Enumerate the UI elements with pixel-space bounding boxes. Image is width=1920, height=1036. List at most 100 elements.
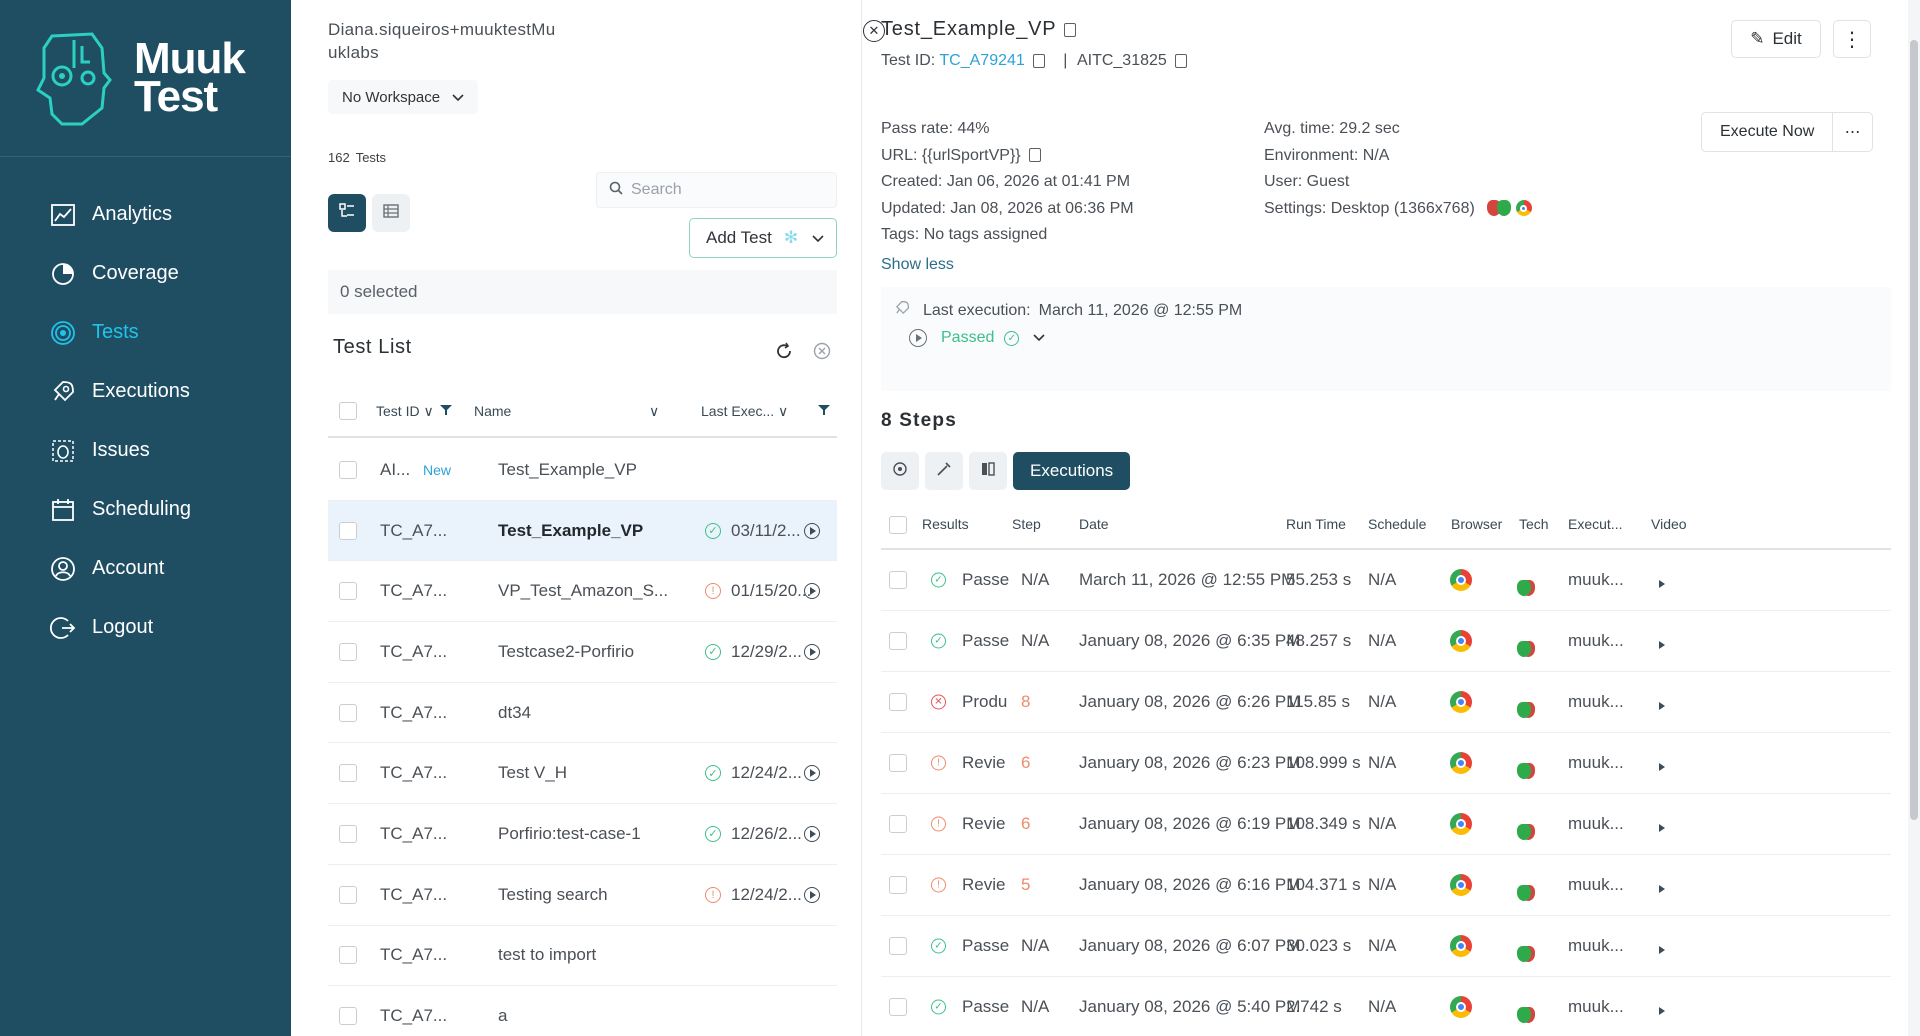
sidebar-item-analytics[interactable]: Analytics — [0, 185, 291, 244]
tab-edit-steps[interactable] — [925, 452, 963, 490]
copy-icon[interactable] — [1032, 53, 1045, 68]
col-executor[interactable]: Execut... — [1568, 516, 1623, 532]
row-checkbox[interactable] — [339, 885, 357, 904]
clear-filters-icon[interactable] — [813, 342, 831, 365]
row-checkbox[interactable] — [889, 815, 907, 833]
list-item[interactable]: TC_A7... dt34 — [328, 683, 837, 744]
list-item[interactable]: TC_A7... VP_Test_Amazon_S... ! 01/15/20.… — [328, 561, 837, 623]
play-icon[interactable] — [804, 522, 820, 539]
more-horizontal-icon[interactable]: ⋯ — [1844, 124, 1861, 141]
result-text: Passe — [962, 997, 1010, 1016]
table-row[interactable]: ! Revie 6 January 08, 2026 @ 6:19 PM 108… — [881, 794, 1891, 855]
row-checkbox[interactable] — [339, 703, 357, 722]
sidebar-item-account[interactable]: Account — [0, 539, 291, 598]
sidebar-item-tests[interactable]: Tests — [0, 303, 291, 362]
table-row[interactable]: ✓ Passe N/A January 08, 2026 @ 6:35 PM 4… — [881, 611, 1891, 672]
row-checkbox[interactable] — [339, 521, 357, 540]
table-row[interactable]: ! Revie 5 January 08, 2026 @ 6:16 PM 104… — [881, 855, 1891, 916]
filter-icon[interactable] — [440, 403, 452, 419]
table-row[interactable]: ✓ Passe N/A January 08, 2026 @ 5:40 PM 2… — [881, 977, 1891, 1036]
search-input[interactable]: Search — [596, 172, 837, 208]
play-icon[interactable] — [804, 583, 820, 600]
workspace-dropdown[interactable]: No Workspace — [328, 80, 479, 114]
list-item[interactable]: TC_A7... Test V_H ✓ 12/24/2... — [328, 743, 837, 805]
col-run-time[interactable]: Run Time — [1286, 516, 1346, 532]
execute-now-button[interactable]: Execute Now ⋯ — [1701, 112, 1873, 152]
row-checkbox[interactable] — [339, 946, 357, 965]
row-checkbox[interactable] — [339, 1007, 357, 1026]
card-view-button[interactable] — [328, 194, 366, 232]
brand-wordmark[interactable]: Muuk Test — [134, 37, 246, 119]
refresh-icon[interactable] — [775, 342, 793, 365]
more-options-button[interactable]: ⋮ — [1833, 20, 1871, 58]
row-checkbox[interactable] — [339, 824, 357, 843]
col-schedule[interactable]: Schedule — [1368, 516, 1427, 532]
col-browser[interactable]: Browser — [1451, 516, 1503, 532]
scrollbar-thumb[interactable] — [1910, 40, 1918, 820]
row-checkbox[interactable] — [889, 754, 907, 772]
col-step[interactable]: Step — [1012, 516, 1041, 532]
list-item[interactable]: TC_A7... Test_Example_VP ✓ 03/11/2... — [328, 500, 837, 562]
list-item[interactable]: TC_A7... Testing search ! 12/24/2... — [328, 865, 837, 926]
add-test-button[interactable]: Add Test ✻ — [689, 218, 837, 258]
table-row[interactable]: ✓ Passe N/A March 11, 2026 @ 12:55 PM 55… — [881, 550, 1891, 611]
last-execution-status[interactable]: Passed ✓ — [909, 329, 1045, 347]
sidebar-item-scheduling[interactable]: Scheduling — [0, 480, 291, 539]
row-checkbox[interactable] — [889, 632, 907, 650]
row-checkbox[interactable] — [889, 876, 907, 894]
table-row[interactable]: ✓ Passe N/A January 08, 2026 @ 6:07 PM 3… — [881, 916, 1891, 977]
table-view-button[interactable] — [372, 194, 410, 232]
list-item[interactable]: TC_A7... Testcase2-Porfirio ✓ 12/29/2... — [328, 622, 837, 683]
copy-icon[interactable] — [1064, 22, 1077, 37]
row-checkbox[interactable] — [339, 764, 357, 783]
tab-executions[interactable]: Executions — [1013, 452, 1131, 490]
play-icon[interactable] — [804, 825, 820, 842]
list-item[interactable]: TC_A7... test to import — [328, 926, 837, 987]
copy-icon[interactable] — [1174, 53, 1187, 68]
col-video[interactable]: Video — [1651, 516, 1687, 532]
sidebar-item-issues[interactable]: Issues — [0, 421, 291, 480]
sidebar-item-logout[interactable]: Logout — [0, 598, 291, 657]
select-all-checkbox[interactable] — [339, 402, 357, 420]
analytics-icon — [48, 200, 78, 230]
play-icon[interactable] — [804, 765, 820, 782]
row-checkbox[interactable] — [339, 582, 357, 601]
play-icon[interactable] — [804, 643, 820, 660]
col-last-exec[interactable]: Last Exec... ∨ — [701, 403, 788, 420]
table-row[interactable]: ✕ Produ 8 January 08, 2026 @ 6:26 PM 115… — [881, 672, 1891, 733]
col-name[interactable]: Name — [474, 403, 511, 419]
show-less-link[interactable]: Show less — [881, 256, 954, 273]
play-icon[interactable] — [804, 886, 820, 903]
chevron-down-icon[interactable]: ∨ — [649, 402, 660, 419]
col-tech[interactable]: Tech — [1519, 516, 1549, 532]
list-item[interactable]: AI... New Test_Example_VP — [328, 440, 837, 501]
scrollbar[interactable] — [1908, 0, 1920, 1036]
chevron-down-icon[interactable] — [812, 228, 824, 248]
chrome-icon — [1515, 200, 1532, 217]
chevron-down-icon[interactable] — [1033, 329, 1045, 347]
sidebar-item-coverage[interactable]: Coverage — [0, 244, 291, 303]
list-item[interactable]: TC_A7... Porfirio:test-case-1 ✓ 12/26/2.… — [328, 804, 837, 865]
row-checkbox[interactable] — [889, 693, 907, 711]
play-icon[interactable] — [909, 329, 927, 347]
sidebar-item-executions[interactable]: Executions — [0, 362, 291, 421]
col-results[interactable]: Results — [922, 516, 969, 532]
last-execution-card: Last execution: March 11, 2026 @ 12:55 P… — [881, 287, 1891, 391]
row-checkbox[interactable] — [889, 571, 907, 589]
table-row[interactable]: ! Revie 6 January 08, 2026 @ 6:23 PM 108… — [881, 733, 1891, 794]
col-test-id[interactable]: Test ID ∨ — [376, 403, 434, 420]
tab-compare[interactable] — [969, 452, 1007, 490]
test-id-link[interactable]: TC_A79241 — [939, 52, 1025, 69]
row-checkbox[interactable] — [339, 460, 357, 479]
row-checkbox[interactable] — [889, 998, 907, 1016]
row-checkbox[interactable] — [889, 937, 907, 955]
close-icon[interactable]: ✕ — [863, 20, 885, 42]
col-date[interactable]: Date — [1079, 516, 1109, 532]
tab-steps[interactable] — [881, 452, 919, 490]
list-item[interactable]: TC_A7... a — [328, 986, 837, 1036]
row-checkbox[interactable] — [339, 642, 357, 661]
filter-icon[interactable] — [818, 403, 830, 419]
copy-icon[interactable] — [1028, 148, 1041, 163]
select-all-checkbox[interactable] — [889, 516, 907, 534]
edit-button[interactable]: ✎ Edit — [1731, 20, 1821, 58]
